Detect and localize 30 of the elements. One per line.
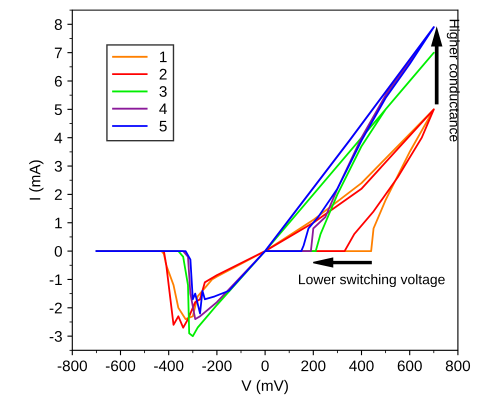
- legend-label: 5: [159, 120, 167, 132]
- y-tick-label: 3: [54, 160, 62, 172]
- y-tick-label: 5: [54, 104, 62, 116]
- x-tick-label: -800: [58, 360, 87, 372]
- x-axis-title: V (mV): [241, 380, 288, 394]
- annotation: Higher conductance: [446, 20, 460, 142]
- y-axis-title: I (mA): [29, 160, 44, 200]
- y-tick-label: -1: [50, 274, 62, 285]
- x-tick-label: 400: [349, 360, 374, 372]
- legend-label: 2: [160, 68, 167, 80]
- x-tick-label: 600: [398, 360, 422, 372]
- legend-label: 4: [159, 104, 167, 114]
- y-tick-label: 1: [55, 218, 62, 228]
- y-tick-label: 6: [54, 76, 62, 87]
- x-tick-label: 200: [301, 360, 326, 372]
- y-tick-label: 4: [54, 132, 62, 144]
- x-tick-label: -600: [106, 360, 136, 372]
- annotation: Lower switching voltage: [299, 274, 445, 288]
- legend-label: 3: [159, 86, 167, 97]
- y-tick-label: 2: [54, 189, 62, 200]
- x-tick-label: 0: [261, 360, 269, 372]
- y-tick-label: -3: [50, 331, 62, 342]
- x-tick-label: 800: [446, 360, 470, 372]
- x-tick-label: -200: [202, 360, 232, 372]
- legend-label: 1: [160, 52, 167, 62]
- y-tick-label: 0: [54, 246, 62, 257]
- y-tick-label: 8: [54, 19, 62, 30]
- y-tick-label: 7: [54, 48, 62, 58]
- x-tick-label: -400: [154, 360, 184, 372]
- y-tick-label: -2: [50, 302, 62, 314]
